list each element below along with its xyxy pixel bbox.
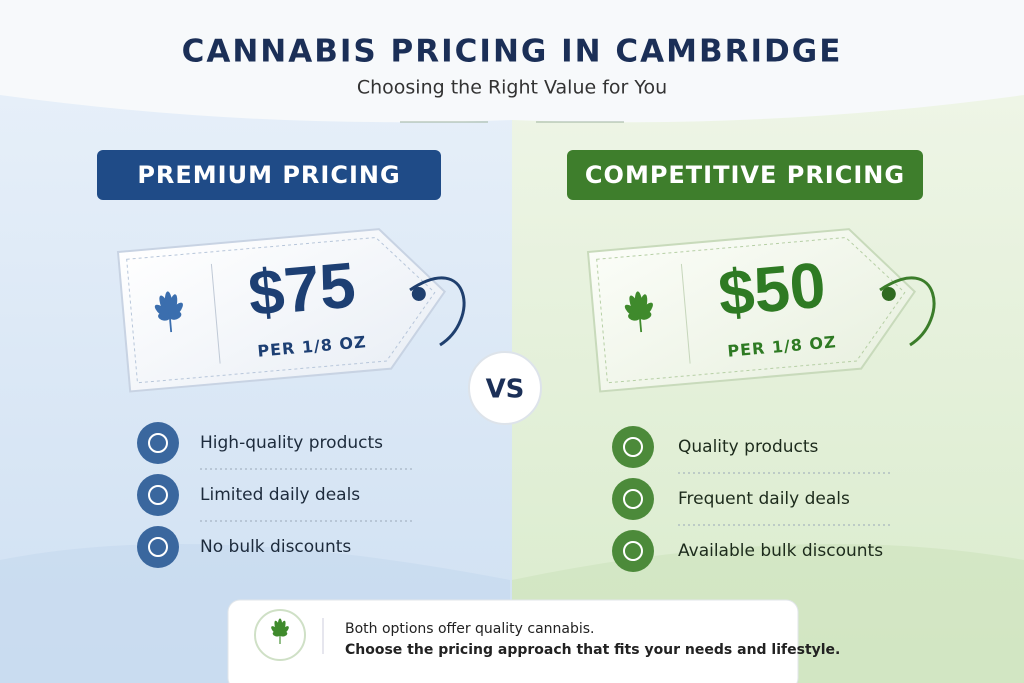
feature-icon	[612, 426, 654, 468]
leaf-stem	[639, 317, 643, 333]
leaf-blade	[169, 311, 182, 320]
tag-hole	[411, 286, 426, 301]
feature-text: No bulk discounts	[200, 537, 351, 557]
feature-icon-glyph	[623, 489, 643, 509]
subtitle: Choosing the Right Value for You	[357, 77, 667, 99]
tag-string	[409, 276, 466, 347]
leaf-stem	[169, 317, 173, 333]
feature-icon-glyph	[623, 437, 643, 457]
feature-icon	[137, 422, 179, 464]
feature-icon	[612, 530, 654, 572]
tag-divider	[680, 263, 691, 364]
feature-text: Frequent daily deals	[678, 489, 850, 509]
left-label: PREMIUM PRICING	[137, 161, 400, 189]
feature-icon	[137, 474, 179, 516]
leaf-blade	[639, 311, 652, 320]
feature-icon-glyph	[148, 485, 168, 505]
footer-box	[227, 599, 799, 683]
tag-shape	[586, 228, 917, 393]
feature-icon-glyph	[623, 541, 643, 561]
tag-stitch	[596, 236, 906, 384]
left-label-box	[97, 150, 441, 200]
vs-badge	[468, 351, 542, 425]
right-price: $50	[716, 249, 829, 330]
tag-stitch	[126, 236, 436, 384]
leaf-blade	[279, 631, 288, 637]
left-tag: $75 PER 1/8 OZ	[116, 228, 447, 393]
tag-divider	[210, 263, 221, 364]
feature-icon	[137, 526, 179, 568]
feature-text: Available bulk discounts	[678, 541, 883, 561]
footer-line2: Choose the pricing approach that fits yo…	[345, 642, 840, 658]
right-label: COMPETITIVE PRICING	[585, 161, 905, 189]
feature-icon-glyph	[148, 433, 168, 453]
leaf-blade	[638, 294, 648, 318]
title: CANNABIS PRICING IN CAMBRIDGE	[182, 34, 843, 70]
feature-text: Quality products	[678, 437, 819, 457]
tag-string	[879, 276, 936, 347]
right-label-box	[567, 150, 923, 200]
tag-hole	[881, 286, 896, 301]
right-tag: $50 PER 1/8 OZ	[586, 228, 917, 393]
left-price: $75	[246, 249, 359, 330]
leaf-blade	[168, 294, 178, 318]
tag-shape	[116, 228, 447, 393]
feature-text: High-quality products	[200, 433, 383, 453]
footer-line1: Both options offer quality cannabis.	[345, 621, 595, 637]
vs-text: VS	[486, 375, 525, 405]
feature-icon	[612, 478, 654, 520]
feature-icon-glyph	[148, 537, 168, 557]
feature-text: Limited daily deals	[200, 485, 360, 505]
